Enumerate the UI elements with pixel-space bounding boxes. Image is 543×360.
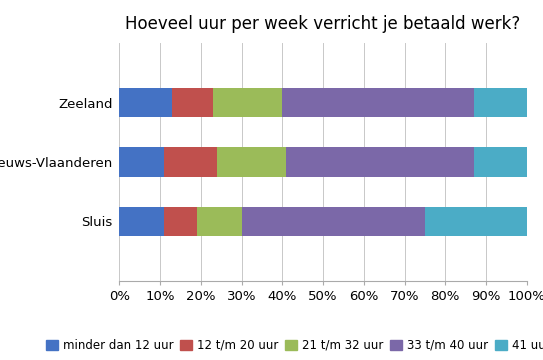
Bar bbox=[287, 147, 473, 177]
Title: Hoeveel uur per week verricht je betaald werk?: Hoeveel uur per week verricht je betaald… bbox=[125, 15, 521, 33]
Bar bbox=[119, 88, 173, 117]
Bar bbox=[473, 147, 527, 177]
Bar bbox=[197, 207, 242, 236]
Bar bbox=[282, 88, 473, 117]
Bar bbox=[425, 207, 527, 236]
Bar bbox=[242, 207, 425, 236]
Legend: minder dan 12 uur, 12 t/m 20 uur, 21 t/m 32 uur, 33 t/m 40 uur, 41 uur of meer: minder dan 12 uur, 12 t/m 20 uur, 21 t/m… bbox=[46, 339, 543, 352]
Bar bbox=[173, 88, 213, 117]
Bar bbox=[164, 207, 197, 236]
Bar bbox=[119, 207, 164, 236]
Bar bbox=[213, 88, 282, 117]
Bar bbox=[164, 147, 217, 177]
Bar bbox=[217, 147, 287, 177]
Bar bbox=[119, 147, 164, 177]
Bar bbox=[473, 88, 527, 117]
